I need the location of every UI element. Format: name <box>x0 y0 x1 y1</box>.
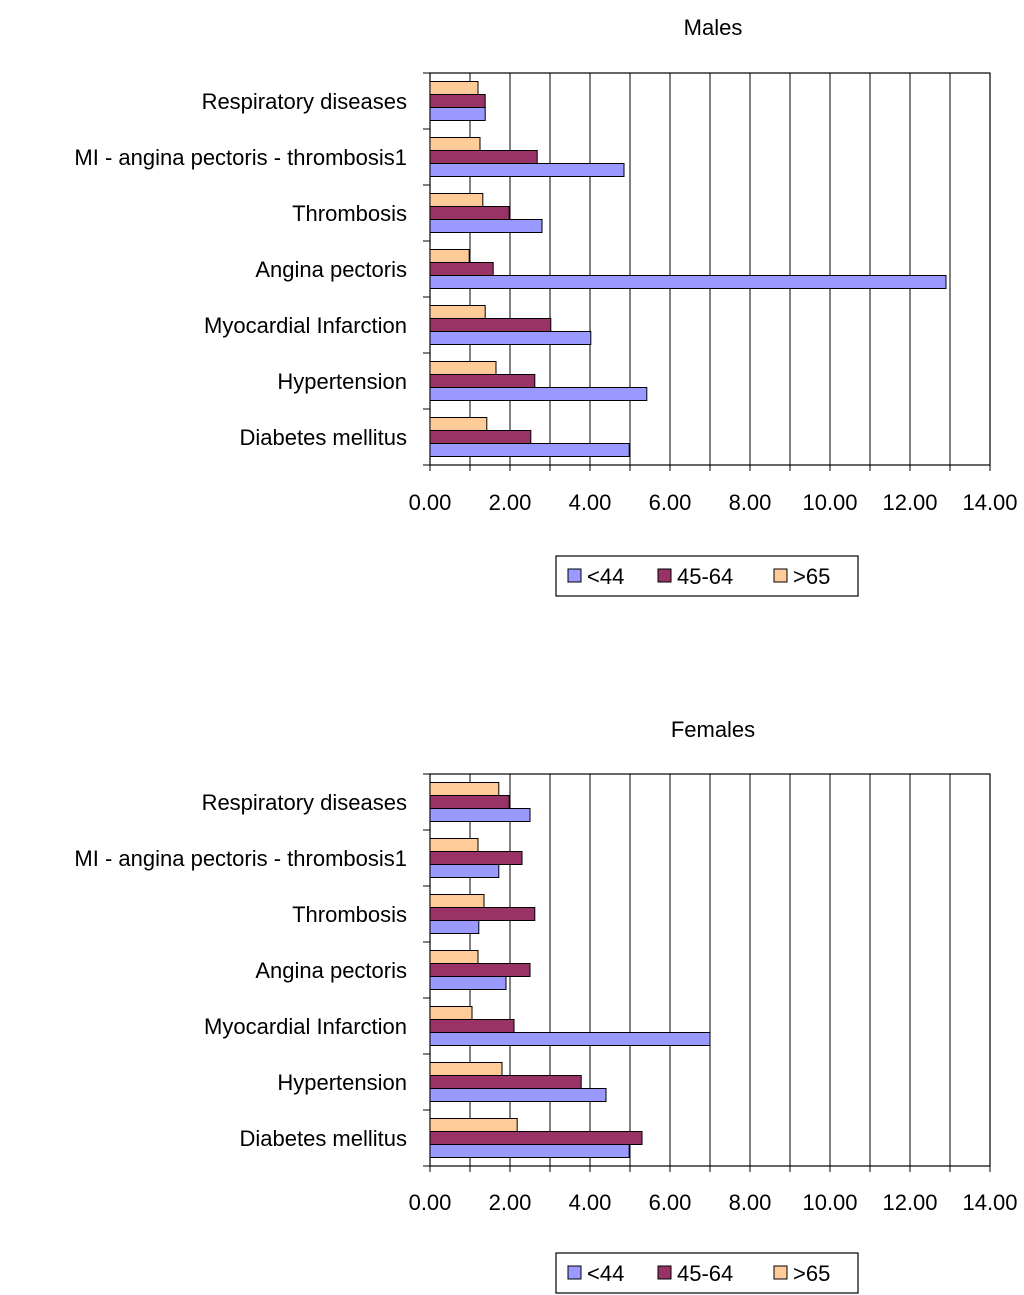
chart-2-bar-mi-angina-pectoris-thrombosis1-lt44 <box>429 864 500 878</box>
chart-1-bar-myocardial-infarction-lt44 <box>429 331 592 345</box>
chart-1-legend-swatch-lt44 <box>567 568 582 583</box>
chart-2-bar-thrombosis-lt44 <box>429 920 480 934</box>
chart-2-bar-respiratory-diseases-45-64 <box>429 795 510 809</box>
chart-2-legend-label-lt44: <44 <box>587 1261 624 1286</box>
chart-1-bar-diabetes-mellitus-45-64 <box>429 430 532 444</box>
chart-2-bar-mi-angina-pectoris-thrombosis1-gt65 <box>429 838 479 852</box>
chart-1-category-label: Diabetes mellitus <box>239 425 407 450</box>
chart-1-bar-angina-pectoris-gt65 <box>429 249 470 263</box>
chart-2-title: Females <box>671 717 755 742</box>
chart-2-bar-hypertension-gt65 <box>429 1062 503 1076</box>
chart-2-bar-myocardial-infarction-gt65 <box>429 1006 473 1020</box>
chart-2-bar-respiratory-diseases-lt44 <box>429 808 531 822</box>
chart-1: Males 0.00 2.00 4.00 6.00 8.00 10.00 12.00 14.00… <box>74 15 1018 597</box>
chart-2-legend-label-gt65: >65 <box>793 1261 830 1286</box>
chart-1-legend-swatch-45-64 <box>657 568 672 583</box>
chart-1-bar-angina-pectoris-lt44 <box>429 275 947 289</box>
chart-2-bar-hypertension-lt44 <box>429 1088 607 1102</box>
chart-1-legend: <44 45-64 >65 <box>555 555 859 597</box>
chart-1-bar-hypertension-45-64 <box>429 374 536 388</box>
chart-2-x-tick-label: 12.00 <box>882 1190 937 1215</box>
chart-1-x-tick-label: 14.00 <box>962 490 1017 515</box>
chart-1-legend-label-45-64: 45-64 <box>677 564 733 589</box>
chart-2-bar-mi-angina-pectoris-thrombosis1-45-64 <box>429 851 523 865</box>
chart-2-x-tick-label: 2.00 <box>489 1190 532 1215</box>
chart-2-bar-angina-pectoris-gt65 <box>429 950 479 964</box>
chart-2-x-tick-label: 4.00 <box>569 1190 612 1215</box>
chart-1-bar-respiratory-diseases-gt65 <box>429 81 479 95</box>
chart-2-legend-box <box>555 1252 859 1294</box>
chart-1-category-label: Angina pectoris <box>255 257 407 282</box>
chart-1-bar-diabetes-mellitus-gt65 <box>429 417 488 431</box>
chart-2-bar-myocardial-infarction-lt44 <box>429 1032 711 1046</box>
chart-1-bar-hypertension-lt44 <box>429 387 648 401</box>
chart-2-category-label: Hypertension <box>277 1070 407 1095</box>
chart-1-legend-swatch-gt65 <box>773 568 788 583</box>
chart-2-x-tick-label: 10.00 <box>802 1190 857 1215</box>
chart-2-x-tick-label: 8.00 <box>729 1190 772 1215</box>
chart-2-category-label: MI - angina pectoris - thrombosis1 <box>74 846 407 871</box>
chart-1-x-tick-label: 10.00 <box>802 490 857 515</box>
chart-1-title: Males <box>684 15 743 40</box>
chart-1-category-label: Myocardial Infarction <box>204 313 407 338</box>
chart-2-legend-swatch-45-64 <box>657 1265 672 1280</box>
chart-1-bar-thrombosis-45-64 <box>429 206 510 220</box>
chart-1-bar-myocardial-infarction-45-64 <box>429 318 552 332</box>
chart-2-legend-swatch-lt44 <box>567 1265 582 1280</box>
chart-2-category-label: Respiratory diseases <box>202 790 407 815</box>
chart-2-bar-myocardial-infarction-45-64 <box>429 1019 515 1033</box>
chart-1-bar-respiratory-diseases-45-64 <box>429 94 486 108</box>
chart-1-bar-myocardial-infarction-gt65 <box>429 305 486 319</box>
chart-1-bar-hypertension-gt65 <box>429 361 497 375</box>
chart-2-x-tick-label: 14.00 <box>962 1190 1017 1215</box>
chart-1-bar-mi-angina-pectoris-thrombosis1-45-64 <box>429 150 538 164</box>
chart-2-bar-thrombosis-45-64 <box>429 907 536 921</box>
chart-2-bar-hypertension-45-64 <box>429 1075 582 1089</box>
chart-2-bar-respiratory-diseases-gt65 <box>429 782 500 796</box>
chart-1-x-tick-label: 8.00 <box>729 490 772 515</box>
chart-1-category-label: Hypertension <box>277 369 407 394</box>
chart-2-bar-angina-pectoris-45-64 <box>429 963 531 977</box>
chart-2-bar-diabetes-mellitus-lt44 <box>429 1144 630 1158</box>
chart-1-x-tick-label: 2.00 <box>489 490 532 515</box>
chart-2-bar-thrombosis-gt65 <box>429 894 485 908</box>
chart-1-category-label: Respiratory diseases <box>202 89 407 114</box>
chart-1-legend-label-gt65: >65 <box>793 564 830 589</box>
chart-2-category-label: Diabetes mellitus <box>239 1126 407 1151</box>
chart-2-category-label: Thrombosis <box>292 902 407 927</box>
chart-2-bar-diabetes-mellitus-gt65 <box>429 1118 518 1132</box>
chart-2-x-tick-label: 0.00 <box>409 1190 452 1215</box>
chart-1-bar-mi-angina-pectoris-thrombosis1-gt65 <box>429 137 481 151</box>
chart-1-bar-mi-angina-pectoris-thrombosis1-lt44 <box>429 163 625 177</box>
chart-1-bar-angina-pectoris-45-64 <box>429 262 494 276</box>
chart-1-category-label: Thrombosis <box>292 201 407 226</box>
chart-2-legend: <44 45-64 >65 <box>555 1252 859 1294</box>
chart-2-x-tick-label: 6.00 <box>649 1190 692 1215</box>
chart-1-x-tick-label: 12.00 <box>882 490 937 515</box>
chart-2-legend-swatch-gt65 <box>773 1265 788 1280</box>
chart-1-category-label: MI - angina pectoris - thrombosis1 <box>74 145 407 170</box>
chart-1-bar-respiratory-diseases-lt44 <box>429 107 486 121</box>
chart-1-legend-label-lt44: <44 <box>587 564 624 589</box>
chart-1-bar-diabetes-mellitus-lt44 <box>429 443 630 457</box>
chart-2-bar-angina-pectoris-lt44 <box>429 976 507 990</box>
chart-2-legend-label-45-64: 45-64 <box>677 1261 733 1286</box>
chart-2-category-label: Myocardial Infarction <box>204 1014 407 1039</box>
chart-1-legend-box <box>555 555 859 597</box>
chart-2-category-label: Angina pectoris <box>255 958 407 983</box>
chart-1-x-tick-label: 4.00 <box>569 490 612 515</box>
chart-1-bar-thrombosis-gt65 <box>429 193 484 207</box>
chart-1-x-tick-label: 6.00 <box>649 490 692 515</box>
chart-1-x-tick-label: 0.00 <box>409 490 452 515</box>
chart-1-bar-thrombosis-lt44 <box>429 219 543 233</box>
chart-2-bar-diabetes-mellitus-45-64 <box>429 1131 643 1145</box>
chart-2: Females 0.00 2.00 4.00 6.00 8.00 10.00 12.00 14.… <box>74 717 1018 1294</box>
